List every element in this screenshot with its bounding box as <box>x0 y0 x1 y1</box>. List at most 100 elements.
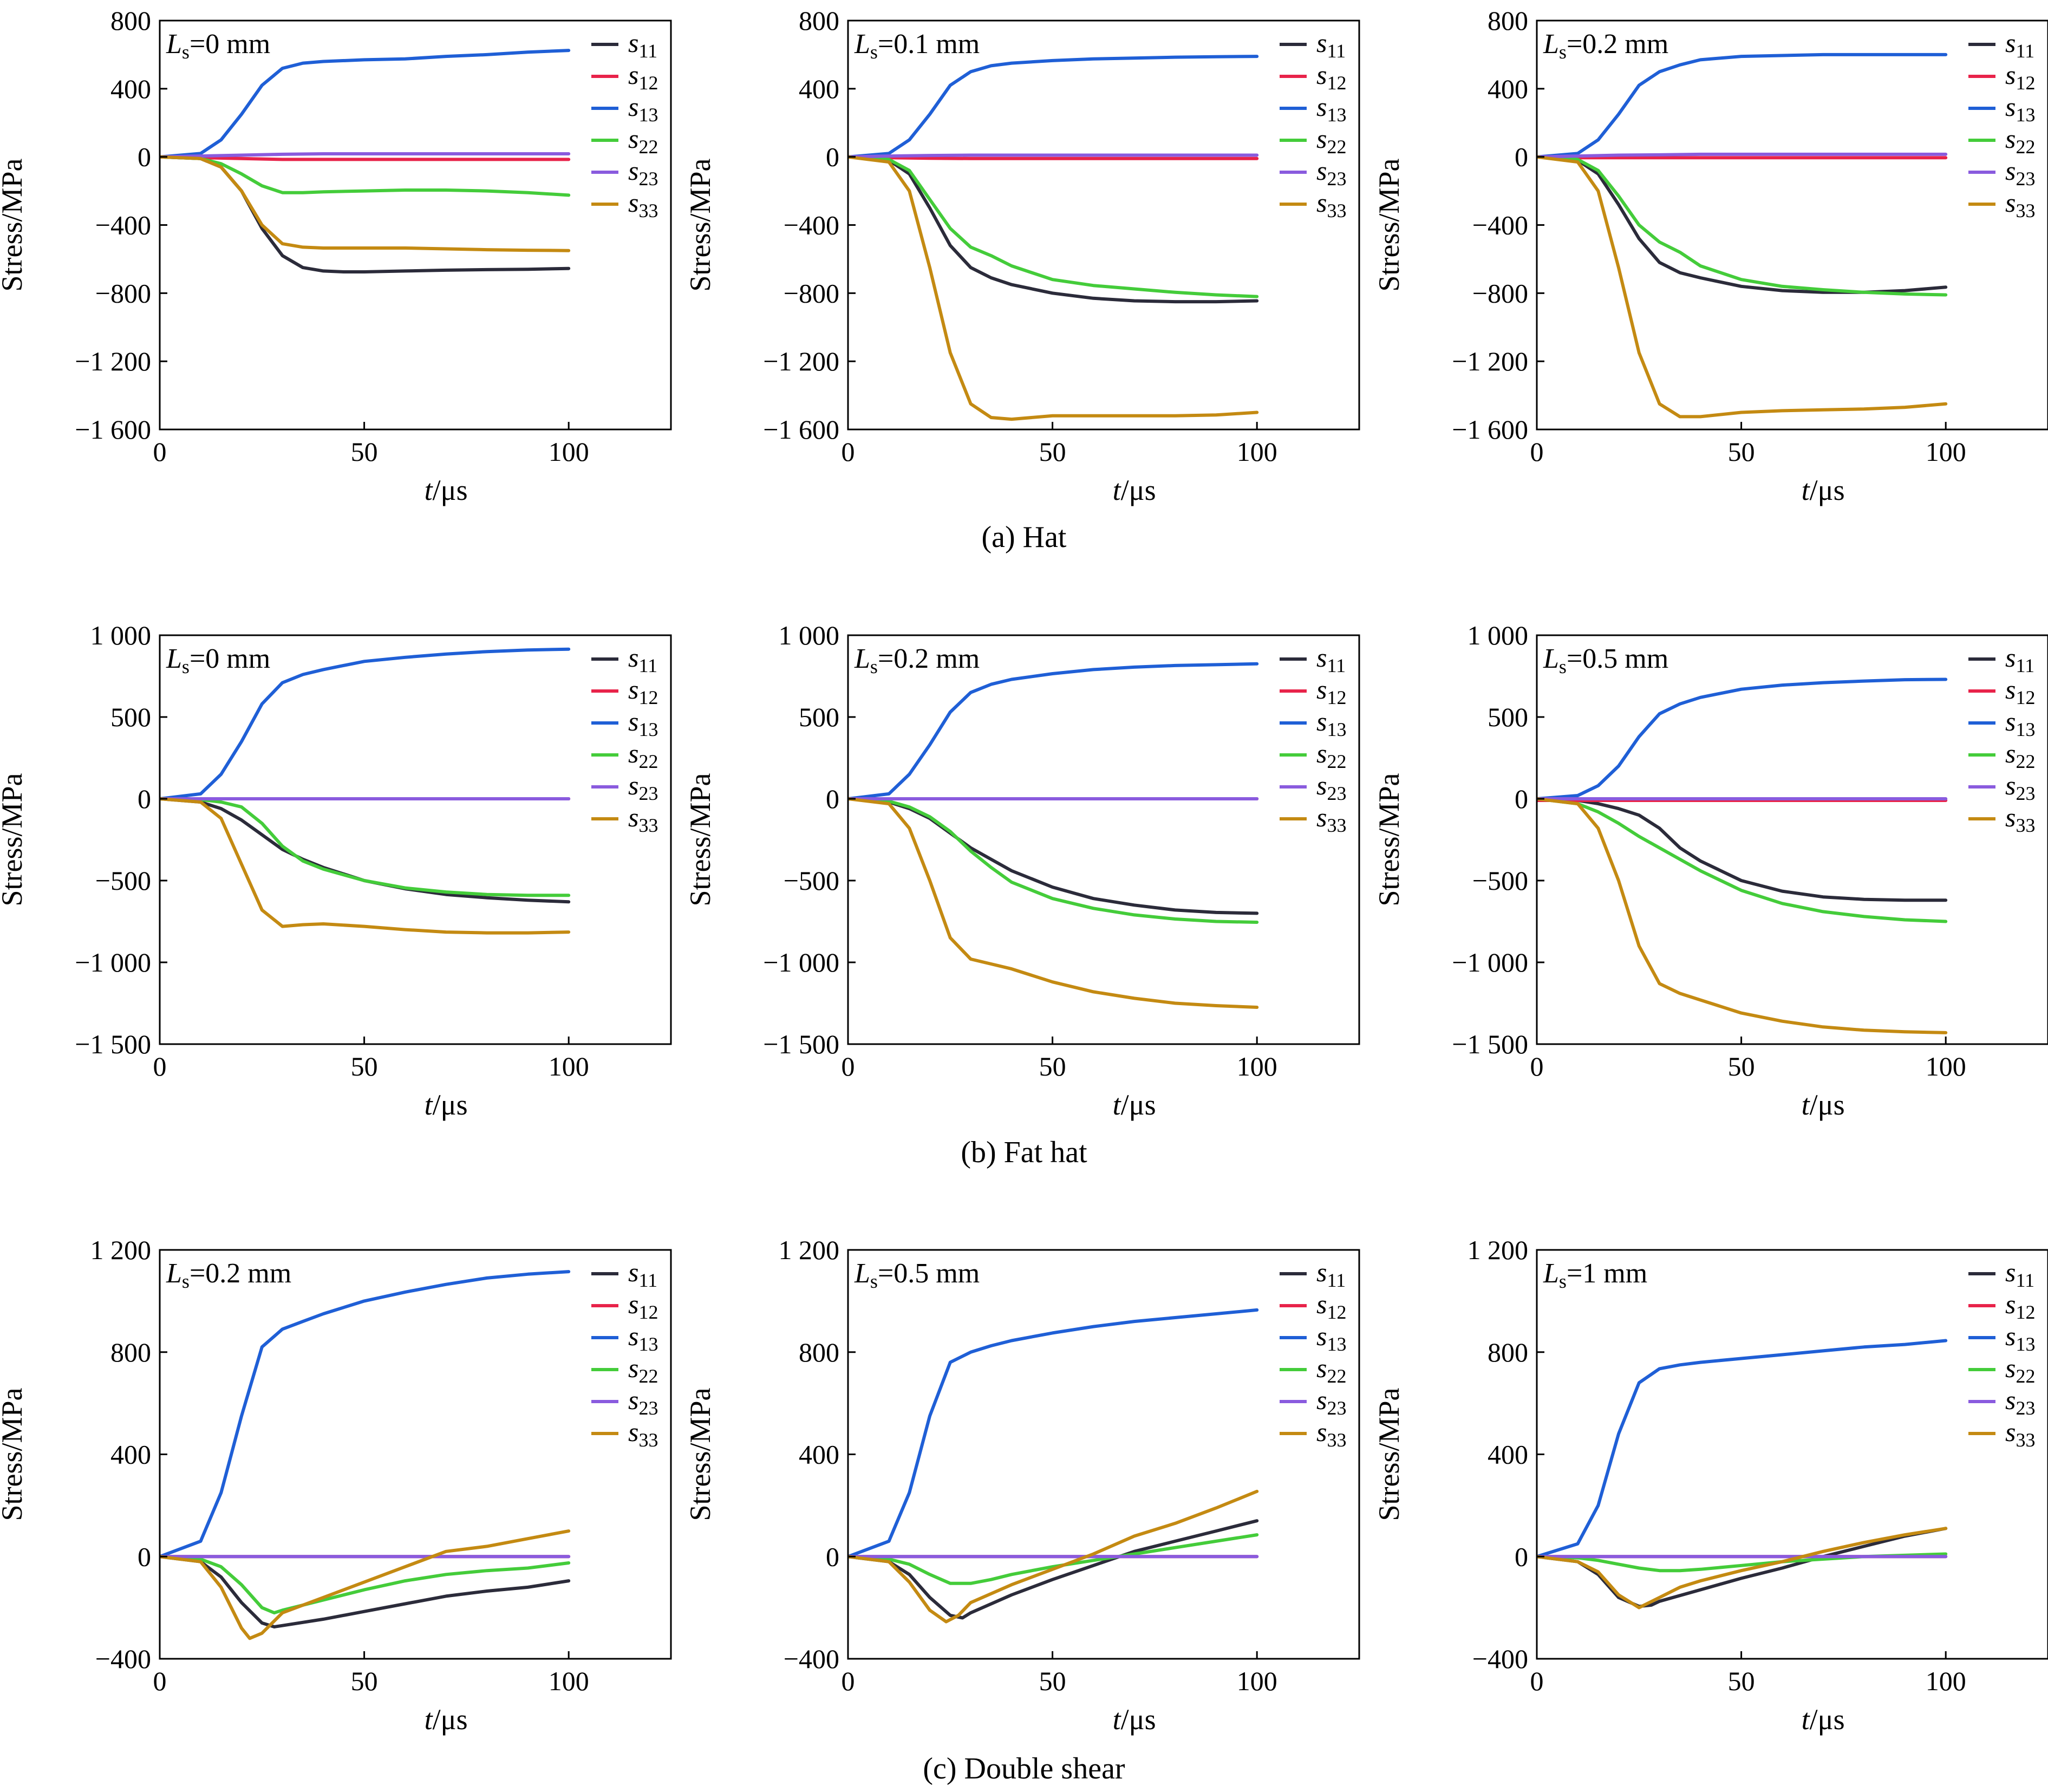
y-tick-label: 500 <box>110 702 151 732</box>
y-tick-label: 1 000 <box>779 620 840 650</box>
y-tick-label: 0 <box>826 784 839 814</box>
series-line-s13 <box>160 647 571 800</box>
y-tick-label: 0 <box>826 142 839 172</box>
panels: 0 50 100−1 600−1 200−800−4000400800t/μsStr… <box>0 5 2048 1736</box>
series-line-s12 <box>1537 155 1948 160</box>
y-tick-label: −400 <box>1472 1644 1528 1674</box>
legend-label-s12: s12 <box>1316 1289 1346 1323</box>
series-group <box>848 55 1259 421</box>
legend-label-s12: s12 <box>2005 674 2035 708</box>
series-group <box>160 647 571 935</box>
legend-label-s23: s23 <box>628 155 658 190</box>
series-line-s13 <box>160 1270 571 1559</box>
chart-panel: 0 50 100 −1 600 −1 200 −800 −400 0 400 800 t/μs Str… <box>684 5 1360 506</box>
y-tick-label: 0 <box>138 142 151 172</box>
y-tick-label: 1 200 <box>1467 1235 1529 1265</box>
series-line-s11 <box>848 155 1259 304</box>
y-tick-label: −1 600 <box>763 414 839 445</box>
x-tick-label: 50 <box>351 436 378 467</box>
y-tick-label: −1 200 <box>75 346 151 376</box>
legend-label-s22: s22 <box>1316 1353 1346 1387</box>
legend-label-s33: s33 <box>1316 187 1346 221</box>
y-tick-label: 0 <box>138 784 151 814</box>
y-tick-label: −1 500 <box>75 1029 151 1059</box>
legend-label-s13: s13 <box>1316 92 1346 126</box>
legend-label-s22: s22 <box>628 738 658 772</box>
legend-label-s33: s33 <box>2005 1417 2035 1451</box>
series-line-s23 <box>1537 152 1948 159</box>
x-tick-label: 100 <box>1237 1666 1277 1696</box>
y-tick-label: −1 200 <box>1452 346 1528 376</box>
legend-label-s11: s11 <box>2005 28 2034 62</box>
series-line-s33 <box>160 155 571 252</box>
panel-annotation: Ls=1 mm <box>1543 1258 1647 1292</box>
legend-label-s12: s12 <box>1316 60 1346 94</box>
y-tick-label: 400 <box>799 1439 839 1470</box>
y-tick-label: −800 <box>1472 278 1528 308</box>
legend-label-s23: s23 <box>1316 1385 1346 1419</box>
y-tick-label: −400 <box>95 210 151 240</box>
y-tick-label: −400 <box>784 1644 839 1674</box>
y-tick-label: 400 <box>110 74 151 104</box>
x-tick-label: 50 <box>1039 436 1066 467</box>
legend-label-s23: s23 <box>628 1385 658 1419</box>
plot-frame <box>159 634 672 1045</box>
legend-label-s13: s13 <box>1316 706 1346 740</box>
chart-panel: 0 50 100 −1 600 −1 200 −800 −400 0 400 800 t/μs Str… <box>1373 5 2048 506</box>
x-tick-label: 0 <box>1530 1666 1544 1696</box>
x-tick-label: 0 <box>842 436 855 467</box>
x-tick-label: 0 <box>842 1051 855 1081</box>
legend-label-s11: s11 <box>628 28 657 62</box>
series-group <box>1537 677 1948 1034</box>
legend-label-s33: s33 <box>2005 802 2035 836</box>
x-tick-label: 100 <box>1237 1051 1277 1081</box>
legend-label-s23: s23 <box>1316 155 1346 190</box>
series-group <box>160 49 571 273</box>
y-tick-label: 1 000 <box>1467 620 1529 650</box>
x-axis-label: t/μs <box>1113 1703 1156 1736</box>
series-line-s22 <box>848 797 1259 924</box>
x-tick-label: 0 <box>1530 436 1544 467</box>
x-tick-label: 50 <box>1728 1666 1755 1696</box>
x-tick-label: 50 <box>1039 1666 1066 1696</box>
x-axis-label: t/μs <box>1802 1703 1845 1736</box>
y-tick-label: 0 <box>1515 1541 1528 1572</box>
series-group <box>1537 1339 1948 1609</box>
y-axis-label: Stress/MPa <box>1373 158 1405 291</box>
caption-a: (a) Hat <box>981 520 1066 554</box>
y-tick-label: −1 500 <box>763 1029 839 1059</box>
series-line-s11 <box>1537 1527 1948 1608</box>
panel-annotation: Ls=0 mm <box>166 29 270 63</box>
legend-label-s12: s12 <box>628 1289 658 1323</box>
series-line-s13 <box>1537 1339 1948 1559</box>
series-line-s13 <box>1537 677 1948 800</box>
legend-label-s11: s11 <box>1316 28 1346 62</box>
legend-label-s11: s11 <box>1316 1257 1346 1291</box>
x-tick-label: 0 <box>153 1666 167 1696</box>
y-tick-label: 400 <box>110 1439 151 1470</box>
legend-label-s13: s13 <box>628 706 658 740</box>
series-line-s12 <box>160 155 571 161</box>
y-tick-label: 800 <box>799 5 839 36</box>
legend-label-s11: s11 <box>2005 1257 2034 1291</box>
y-tick-label: 400 <box>1488 1439 1528 1470</box>
panel-annotation: Ls=0.2 mm <box>166 1258 291 1292</box>
series-line-s33 <box>848 797 1259 1009</box>
series-line-s13 <box>1537 53 1948 159</box>
series-line-s11 <box>1537 797 1948 902</box>
y-axis-label: Stress/MPa <box>1373 773 1405 906</box>
y-tick-label: −400 <box>784 210 839 240</box>
legend-label-s12: s12 <box>1316 674 1346 708</box>
y-tick-label: 1 200 <box>90 1235 152 1265</box>
y-tick-label: 800 <box>799 1337 839 1367</box>
x-axis-label: t/μs <box>425 1703 468 1736</box>
y-tick-label: −1 600 <box>1452 414 1528 445</box>
legend-label-s23: s23 <box>2005 770 2035 804</box>
series-line-s13 <box>848 662 1259 800</box>
x-tick-label: 50 <box>1039 1051 1066 1081</box>
series-line-s33 <box>848 1489 1259 1624</box>
